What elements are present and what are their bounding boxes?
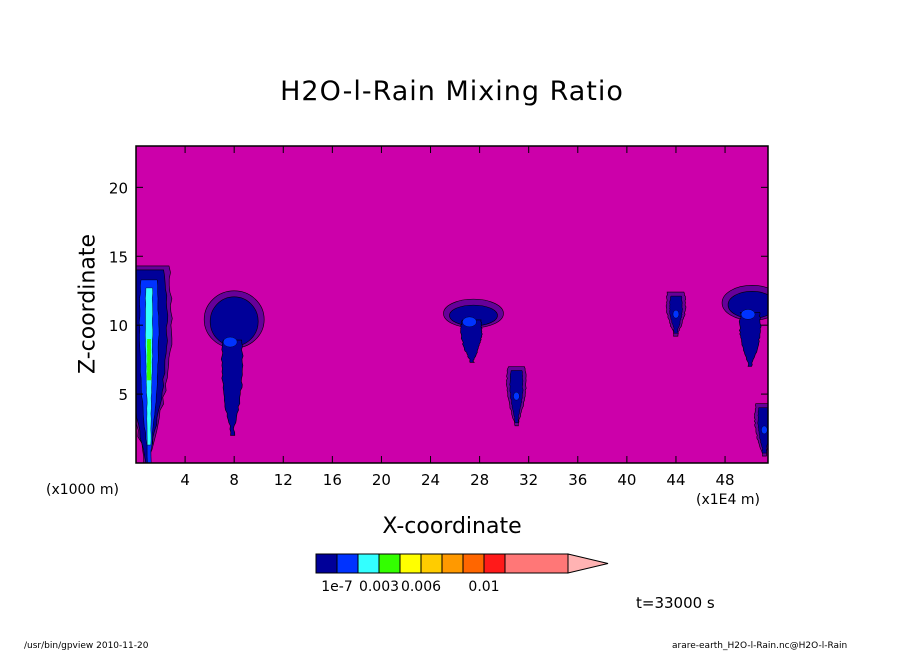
feature-6 xyxy=(753,403,768,457)
feature-5 xyxy=(721,285,768,367)
x-unit-right: (x1E4 m) xyxy=(696,492,760,508)
x-tick-label-0: 4 xyxy=(180,471,190,489)
footer-right: arare-earth_H2O-l-Rain.nc@H2O-l-Rain xyxy=(672,641,848,651)
x-tick-label-7: 32 xyxy=(519,471,538,489)
feature-0 xyxy=(136,265,173,463)
time-label: t=33000 s xyxy=(636,594,715,612)
y-ticks: 5 10 15 20 xyxy=(109,179,768,404)
colorbar-extend xyxy=(567,553,609,574)
contour-features xyxy=(136,265,768,463)
colorbar-swatch-4 xyxy=(399,553,422,574)
colorbar-swatch-3 xyxy=(378,553,401,574)
y-tick-label-1: 10 xyxy=(109,317,128,335)
x-axis-label: X-coordinate xyxy=(382,514,522,539)
x-tick-label-11: 48 xyxy=(716,471,735,489)
x-tick-label-1: 8 xyxy=(229,471,239,489)
feature-2 xyxy=(443,298,504,363)
colorbar-label-2: 0.006 xyxy=(401,579,441,595)
x-tick-label-4: 20 xyxy=(372,471,391,489)
colorbar-swatch-7 xyxy=(462,553,485,574)
colorbar-label-3: 0.01 xyxy=(468,579,499,595)
colorbar-swatch-6 xyxy=(441,553,464,574)
x-unit-left: (x1000 m) xyxy=(46,482,119,498)
chart-title: H2O-l-Rain Mixing Ratio xyxy=(280,76,624,107)
feature-3 xyxy=(505,366,527,427)
feature-4 xyxy=(665,291,687,337)
colorbar-label-0: 1e-7 xyxy=(321,579,352,595)
colorbar-swatch-1 xyxy=(336,553,359,574)
y-tick-label-2: 15 xyxy=(109,248,128,266)
colorbar-swatch-5 xyxy=(420,553,443,574)
x-tick-label-9: 40 xyxy=(617,471,636,489)
colorbar: 1e-7 0.003 0.006 0.01 xyxy=(315,553,609,595)
x-tick-label-3: 16 xyxy=(323,471,342,489)
colorbar-label-1: 0.003 xyxy=(359,579,399,595)
colorbar-swatch-9 xyxy=(504,553,569,574)
x-tick-label-6: 28 xyxy=(470,471,489,489)
colorbar-swatch-0 xyxy=(315,553,338,574)
y-tick-label-3: 20 xyxy=(109,179,128,197)
x-ticks: 4 8 12 16 20 24 28 32 36 40 44 48 xyxy=(180,146,735,489)
x-tick-label-5: 24 xyxy=(421,471,440,489)
x-tick-label-10: 44 xyxy=(666,471,685,489)
plot-frame xyxy=(135,145,769,464)
feature-1 xyxy=(203,290,265,436)
x-tick-label-8: 36 xyxy=(568,471,587,489)
footer-left: /usr/bin/gpview 2010-11-20 xyxy=(24,641,149,651)
y-tick-label-0: 5 xyxy=(118,386,128,404)
x-tick-label-2: 12 xyxy=(274,471,293,489)
colorbar-swatch-2 xyxy=(357,553,380,574)
colorbar-swatch-8 xyxy=(483,553,506,574)
